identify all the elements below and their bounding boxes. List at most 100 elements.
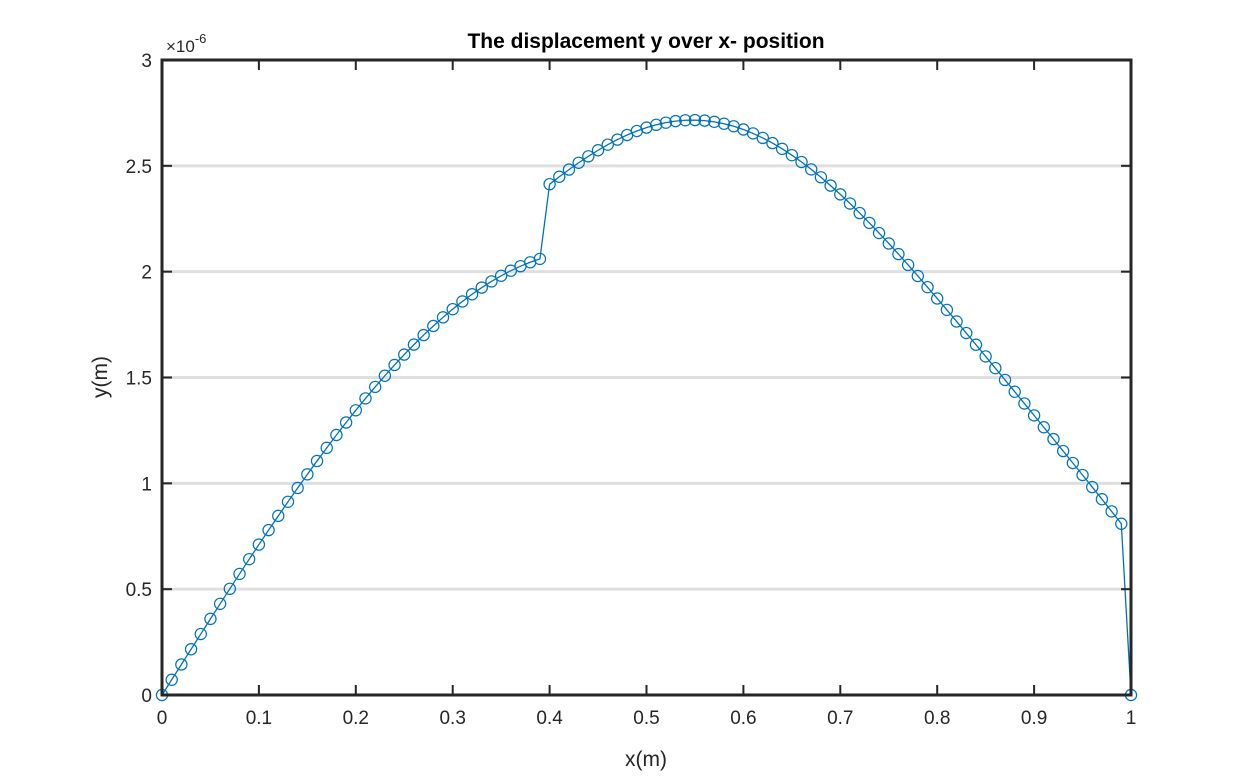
data-point: [863, 216, 876, 230]
tick-marks: [161, 59, 1132, 696]
data-point: [756, 131, 769, 145]
data-point: [436, 311, 450, 324]
data-point: [834, 188, 847, 201]
data-point: [310, 454, 324, 468]
data-point: [417, 328, 430, 342]
data-point: [659, 116, 673, 129]
data-point: [688, 113, 702, 127]
data-point: [281, 495, 295, 508]
x-tick-label: 0.8: [924, 708, 950, 729]
data-point: [194, 627, 207, 641]
data-point: [795, 155, 808, 169]
y-tick-label: 0: [141, 686, 152, 707]
data-point: [494, 269, 508, 282]
data-point: [601, 138, 614, 151]
data-point: [553, 170, 566, 183]
x-tick-label: 1: [1126, 708, 1137, 729]
data-point: [233, 567, 246, 581]
y-tick-label: 0.5: [126, 580, 152, 601]
data-point: [708, 115, 721, 129]
y-tick-label: 1: [141, 474, 152, 495]
data-point: [640, 121, 653, 134]
data-point: [339, 416, 353, 429]
data-point: [1066, 456, 1080, 470]
data-point: [388, 358, 401, 372]
data-point: [591, 144, 605, 157]
data-point: [785, 148, 799, 162]
x-axis-label: x(m): [625, 748, 667, 771]
data-point: [1095, 493, 1109, 506]
data-point: [824, 179, 837, 192]
data-point: [243, 552, 256, 566]
data-point: [1086, 480, 1099, 494]
data-point: [998, 373, 1012, 387]
data-point: [892, 247, 905, 261]
data-point: [843, 197, 857, 210]
data-point: [368, 380, 382, 394]
data-point: [1037, 421, 1050, 434]
data-point: [272, 509, 285, 523]
data-point: [398, 348, 411, 361]
data-point: [456, 295, 469, 308]
x-tick-label: 0.5: [633, 708, 659, 729]
data-point: [330, 428, 343, 442]
data-point: [446, 302, 459, 316]
data-point: [960, 326, 973, 340]
data-point: [1105, 505, 1118, 518]
y-tick-label: 2: [141, 263, 152, 284]
data-point: [378, 369, 392, 382]
x-tick-label: 0.1: [246, 708, 272, 729]
data-point: [204, 612, 217, 626]
data-point: [989, 361, 1002, 375]
data-point: [359, 392, 372, 405]
y-tick-label: 1.5: [126, 369, 152, 390]
data-point: [882, 237, 895, 250]
data-point: [766, 136, 779, 150]
data-point: [669, 114, 682, 128]
data-point: [853, 206, 866, 220]
data-point: [572, 156, 585, 169]
x-tick-label: 0: [157, 708, 168, 729]
data-point: [911, 269, 925, 283]
x-tick-label: 0.4: [536, 708, 563, 729]
chart-title: The displacement y over x- position: [467, 30, 824, 53]
data-point: [320, 441, 333, 455]
data-point: [427, 319, 440, 333]
data-point: [1008, 385, 1021, 398]
data-point: [291, 481, 304, 495]
data-point: [649, 118, 663, 132]
data-point: [475, 281, 488, 294]
data-point: [901, 258, 915, 272]
data-point: [485, 275, 498, 288]
data-point: [223, 582, 237, 596]
y-axis-label: y(m): [89, 356, 112, 398]
data-point: [921, 280, 934, 294]
x-tick-label: 0.7: [827, 708, 853, 729]
data-point: [213, 597, 227, 610]
x-tick-label: 0.3: [439, 708, 465, 729]
data-point: [184, 643, 198, 656]
y-exponent-base: ×10: [166, 37, 195, 56]
data-point: [165, 673, 178, 686]
grid-lines: [162, 164, 1131, 591]
data-point: [1047, 432, 1060, 446]
data-point: [175, 658, 188, 671]
data-point: [969, 338, 983, 351]
y-tick-label: 3: [141, 51, 152, 72]
x-tick-labels: 0 0.1 0.2 0.3 0.4 0.5 0.6 0.7 0.8 0.9 1: [157, 708, 1137, 729]
x-tick-label: 0.2: [343, 708, 369, 729]
data-point: [979, 350, 992, 363]
y-exponent-label: ×10-6: [166, 31, 206, 56]
data-point: [805, 163, 818, 176]
data-point: [1115, 517, 1128, 530]
data-point: [407, 338, 421, 351]
x-tick-label: 0.6: [730, 708, 756, 729]
data-point: [872, 226, 886, 240]
data-point: [262, 523, 275, 537]
data-point: [533, 252, 547, 266]
data-point: [543, 177, 556, 191]
data-point: [562, 163, 576, 176]
data-point: [679, 114, 692, 127]
data-point: [950, 315, 963, 328]
